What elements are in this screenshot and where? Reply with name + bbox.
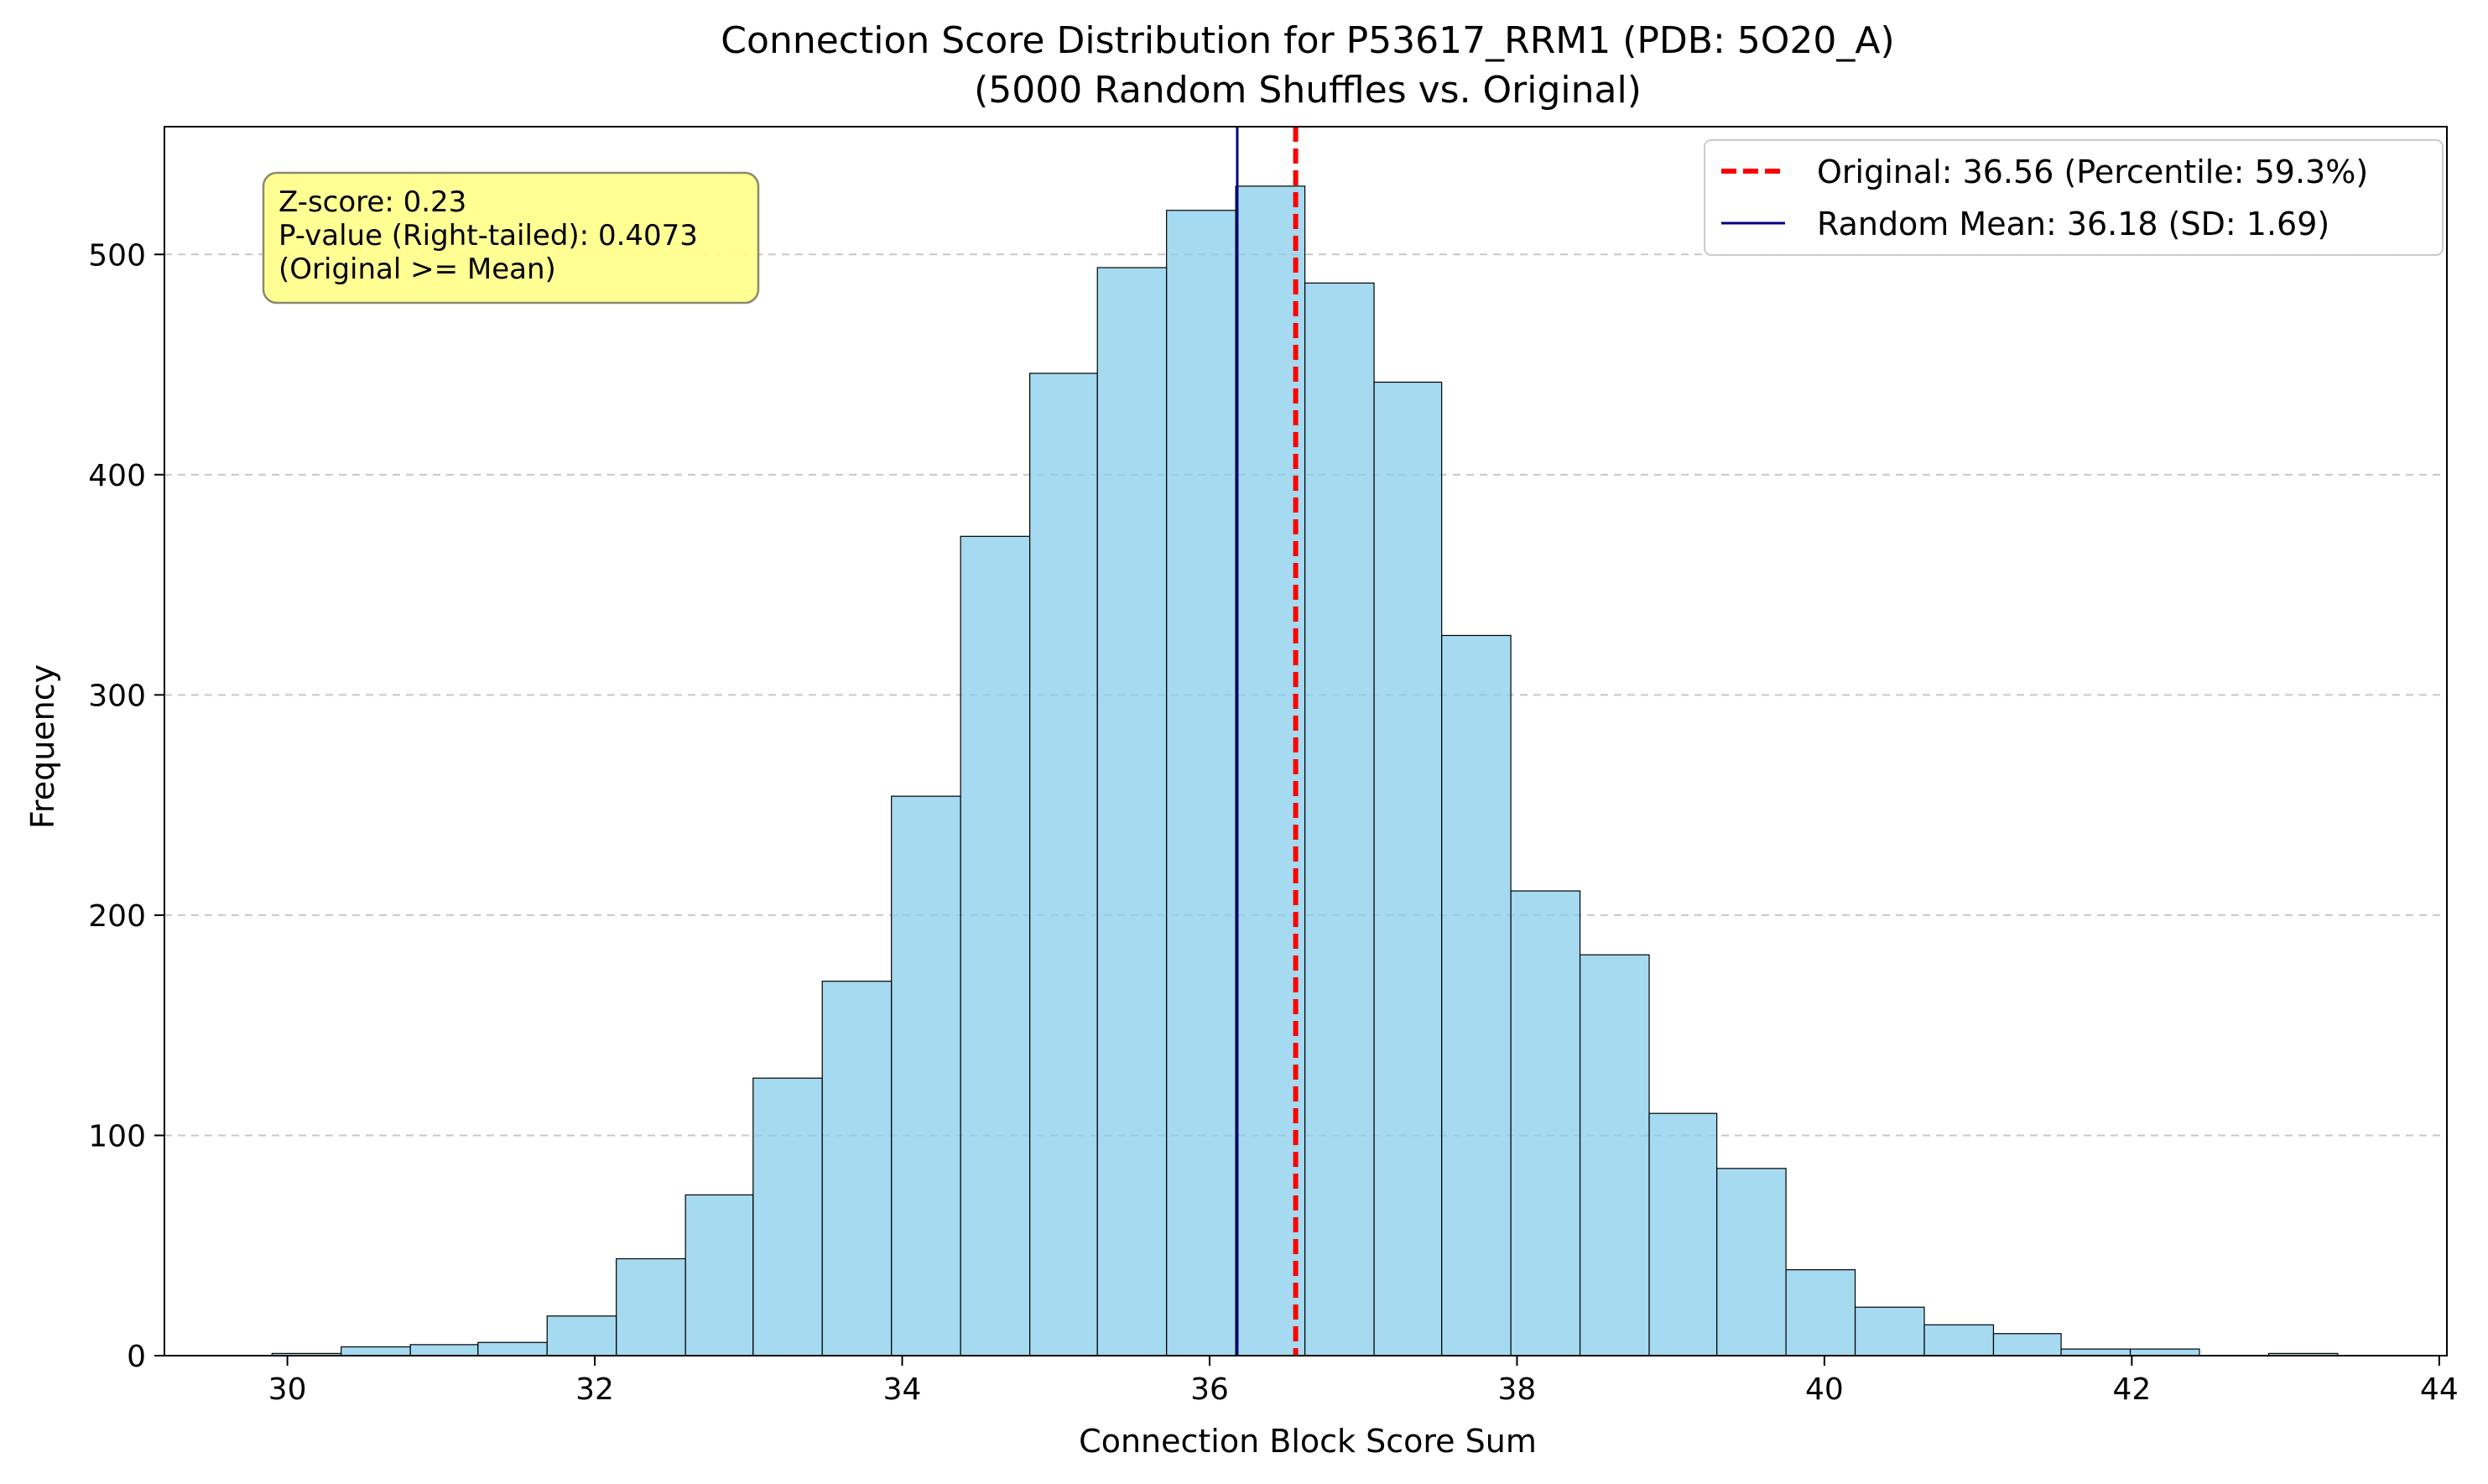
x-tick-label: 40	[1805, 1372, 1844, 1407]
histogram-bar	[1854, 1306, 1925, 1356]
histogram-bars	[271, 185, 2339, 1356]
x-tick-label: 38	[1498, 1372, 1537, 1407]
histogram-bar	[1716, 1168, 1787, 1356]
reference-lines	[1236, 127, 1299, 1356]
annotation-zscore: Z-score: 0.23	[278, 185, 466, 219]
y-tick-label: 300	[88, 679, 146, 713]
y-tick-label: 400	[88, 459, 146, 493]
histogram-bar	[2060, 1348, 2131, 1356]
x-tick-label: 32	[575, 1372, 614, 1407]
histogram-bar	[1510, 890, 1581, 1356]
x-tick-label: 34	[883, 1372, 922, 1407]
annotation-pvalue: P-value (Right-tailed): 0.4073	[278, 219, 698, 253]
annotation-condition: (Original >= Mean)	[278, 253, 556, 286]
histogram-bar	[1648, 1112, 1718, 1356]
annotation-background	[262, 171, 760, 305]
histogram-bar	[1785, 1269, 1856, 1356]
legend-label-mean: Random Mean: 36.18 (SD: 1.69)	[1817, 206, 2329, 242]
legend: Original: 36.56 (Percentile: 59.3%) Rand…	[1704, 139, 2444, 256]
histogram-bar	[684, 1194, 754, 1356]
histogram-bar	[752, 1077, 823, 1356]
histogram-bar	[1992, 1333, 2062, 1356]
y-tick-label: 200	[88, 899, 146, 934]
histogram-bar	[821, 981, 893, 1356]
histogram-bar	[1028, 372, 1098, 1356]
legend-frame	[1704, 139, 2444, 256]
histogram-bar	[616, 1257, 686, 1356]
chart-title: Connection Score Distribution for P53617…	[721, 19, 1894, 62]
histogram-bar	[1579, 954, 1650, 1356]
x-axis-label: Connection Block Score Sum	[1079, 1423, 1537, 1460]
histogram-bar	[1304, 282, 1375, 1356]
histogram-bar	[341, 1346, 411, 1356]
histogram-bar	[1166, 210, 1236, 1356]
histogram-bar	[1373, 381, 1443, 1356]
histogram-bar	[1096, 267, 1168, 1356]
legend-label-original: Original: 36.56 (Percentile: 59.3%)	[1817, 154, 2368, 190]
x-tick-label: 44	[2420, 1372, 2459, 1407]
histogram-bar	[960, 535, 1031, 1356]
x-tick-label: 42	[2112, 1372, 2151, 1407]
y-tick-label: 0	[127, 1340, 146, 1374]
x-tick-label: 30	[268, 1372, 307, 1407]
stats-annotation-box: Z-score: 0.23 P-value (Right-tailed): 0.…	[262, 171, 760, 305]
histogram-bar	[546, 1315, 617, 1356]
histogram-bar	[477, 1341, 548, 1356]
chart-subtitle: (5000 Random Shuffles vs. Original)	[974, 69, 1642, 112]
axis-ticks: 30 32 34 36 38 40 42 44 0 100 200 300 400 500	[88, 238, 2458, 1407]
y-tick-label: 100	[88, 1119, 146, 1153]
histogram-bar	[1923, 1324, 1995, 1356]
histogram-bar	[2129, 1348, 2200, 1356]
histogram-bar	[891, 795, 961, 1356]
histogram-bar	[409, 1344, 479, 1356]
plot-frame	[164, 126, 2448, 1356]
y-tick-label: 500	[88, 238, 146, 273]
histogram-bar	[1441, 634, 1512, 1356]
x-tick-label: 36	[1190, 1372, 1229, 1407]
y-axis-label: Frequency	[24, 664, 61, 829]
